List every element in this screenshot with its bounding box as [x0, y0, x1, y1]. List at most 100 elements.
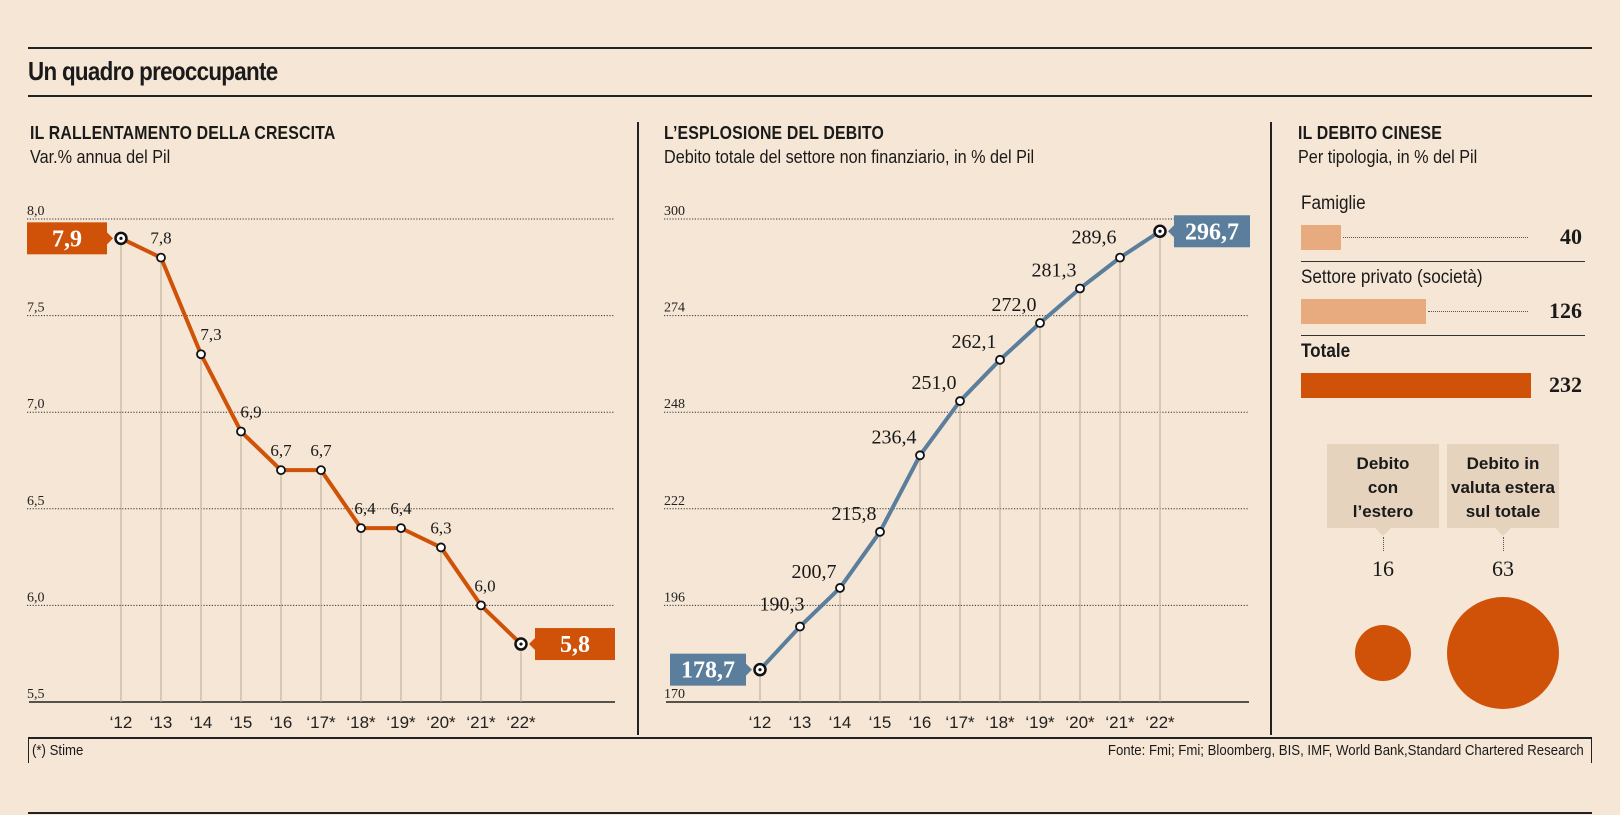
data-label: 6,0 [474, 576, 495, 595]
value-callout-box [1174, 215, 1250, 248]
x-tick-label: ‘18* [985, 713, 1015, 732]
growth-chart-title: IL RALLENTAMENTO DELLA CRESCITA [30, 123, 336, 143]
y-tick-label: 170 [664, 687, 685, 702]
china-debt-title: IL DEBITO CINESE [1298, 123, 1442, 143]
data-label: 272,0 [992, 294, 1037, 316]
top-rule [28, 47, 1592, 49]
data-label: 6,9 [240, 403, 261, 422]
callout-leader [1383, 537, 1384, 551]
point-marker [276, 465, 286, 476]
x-tick-label: ‘21* [1105, 713, 1135, 732]
x-tick-label: ‘22* [506, 713, 536, 732]
x-tick-label: ‘17* [306, 713, 336, 732]
footer-right-tick [1591, 737, 1592, 763]
x-tick-label: ‘15 [230, 713, 253, 732]
data-label: 200,7 [792, 561, 837, 583]
footer-left-tick [28, 737, 29, 763]
data-label: 251,0 [912, 372, 957, 394]
y-tick-label: 7,5 [27, 301, 45, 316]
y-tick-label: 300 [664, 204, 685, 219]
point-marker [236, 426, 246, 437]
endpoint-marker-dot [519, 642, 523, 646]
callout-line: valuta estera [1451, 478, 1555, 497]
y-tick-label: 196 [664, 590, 685, 605]
point-marker [795, 621, 805, 632]
x-tick-label: ‘17* [945, 713, 975, 732]
point-marker [875, 526, 885, 537]
x-tick-label: ‘22* [1145, 713, 1175, 732]
point-marker [1035, 318, 1045, 328]
value-callout-pointer [1168, 225, 1174, 238]
x-tick-label: ‘19* [1025, 713, 1055, 732]
x-tick-label: ‘12 [110, 713, 133, 732]
y-tick-label: 8,0 [27, 204, 45, 219]
callout-line: sul totale [1465, 502, 1541, 521]
point-marker [356, 523, 366, 534]
bubble-debito-estero [1354, 624, 1412, 682]
debt-chart-subtitle: Debito totale del settore non finanziari… [664, 147, 1035, 167]
point-marker [316, 465, 326, 476]
footer-source: Fonte: Fmi; Fmi; Bloomberg, BIS, IMF, Wo… [1108, 742, 1584, 759]
callout-line: Debito in [1466, 454, 1540, 473]
x-tick-label: ‘13 [789, 713, 812, 732]
point-marker [995, 354, 1005, 365]
value-callout-box [27, 222, 107, 255]
bar-value-totale: 232 [1549, 372, 1582, 397]
y-tick-label: 248 [664, 397, 685, 412]
bubble-value-valuta-estera: 63 [1492, 556, 1514, 581]
value-callout-pointer [107, 232, 113, 245]
x-tick-label: ‘18* [346, 713, 376, 732]
bar-famiglie [1301, 225, 1341, 250]
callout-debito-estero: Debito con l’estero [1327, 444, 1439, 536]
data-label: 7,8 [150, 229, 171, 248]
value-callout-box [535, 628, 615, 661]
value-callout-pointer [529, 638, 535, 651]
data-label: 262,1 [952, 331, 997, 353]
debt-line-chart: 300 274 248 222 196 170 ‘12 ‘13 ‘14 ‘15 ‘16 ‘17* ‘18… [664, 204, 1250, 732]
point-marker [156, 252, 166, 263]
data-label: 236,4 [872, 426, 917, 448]
data-label: 6,7 [310, 441, 332, 460]
debt-chart-title: L’ESPLOSIONE DEL DEBITO [664, 123, 884, 143]
value-callout-label: 296,7 [1185, 219, 1239, 245]
callout-valuta-estera: Debito in valuta estera sul totale [1447, 444, 1559, 536]
y-tick-label: 274 [664, 301, 685, 316]
value-callout-label: 7,9 [52, 226, 82, 252]
x-tick-label: ‘14 [190, 713, 213, 732]
callout-line: con [1367, 478, 1399, 497]
value-callout-box [670, 653, 746, 686]
endpoint-marker-dot [119, 236, 123, 240]
x-tick-label: ‘16 [270, 713, 293, 732]
endpoint-marker-dot [1158, 229, 1162, 233]
bubble-value-debito-estero: 16 [1372, 556, 1394, 581]
bar-settore-privato [1301, 299, 1426, 324]
bubble-valuta-estera [1447, 597, 1559, 709]
callout-line: Debito [1356, 454, 1410, 473]
point-marker [196, 349, 206, 360]
page-title: Un quadro preoccupante [28, 56, 278, 86]
y-tick-label: 222 [664, 494, 685, 509]
y-tick-label: 5,5 [27, 687, 45, 702]
x-tick-label: ‘15 [869, 713, 892, 732]
x-tick-label: ‘20* [426, 713, 456, 732]
divider-1 [637, 122, 639, 735]
point-marker [955, 396, 965, 406]
bar-label-famiglie: Famiglie [1301, 193, 1366, 214]
endpoint-marker-dot [758, 668, 762, 672]
title-rule [28, 95, 1592, 97]
bar-label-totale: Totale [1301, 341, 1351, 362]
bar-totale [1301, 373, 1531, 398]
point-marker [436, 542, 446, 553]
data-label: 190,3 [760, 594, 805, 616]
data-label: 215,8 [832, 503, 877, 525]
data-label: 6,4 [354, 499, 376, 518]
y-tick-label: 6,0 [27, 590, 45, 605]
point-marker [396, 523, 406, 534]
divider-2 [1270, 122, 1272, 735]
growth-line-chart: 8,0 7,5 7,0 6,5 6,0 5,5 ‘12 ‘13 ‘14 ‘15 ‘16 ‘17* ‘18… [27, 204, 615, 732]
x-tick-label: ‘19* [386, 713, 416, 732]
value-callout-label: 178,7 [681, 658, 735, 684]
y-tick-label: 7,0 [27, 397, 45, 412]
x-tick-label: ‘16 [909, 713, 932, 732]
x-tick-label: ‘21* [466, 713, 496, 732]
